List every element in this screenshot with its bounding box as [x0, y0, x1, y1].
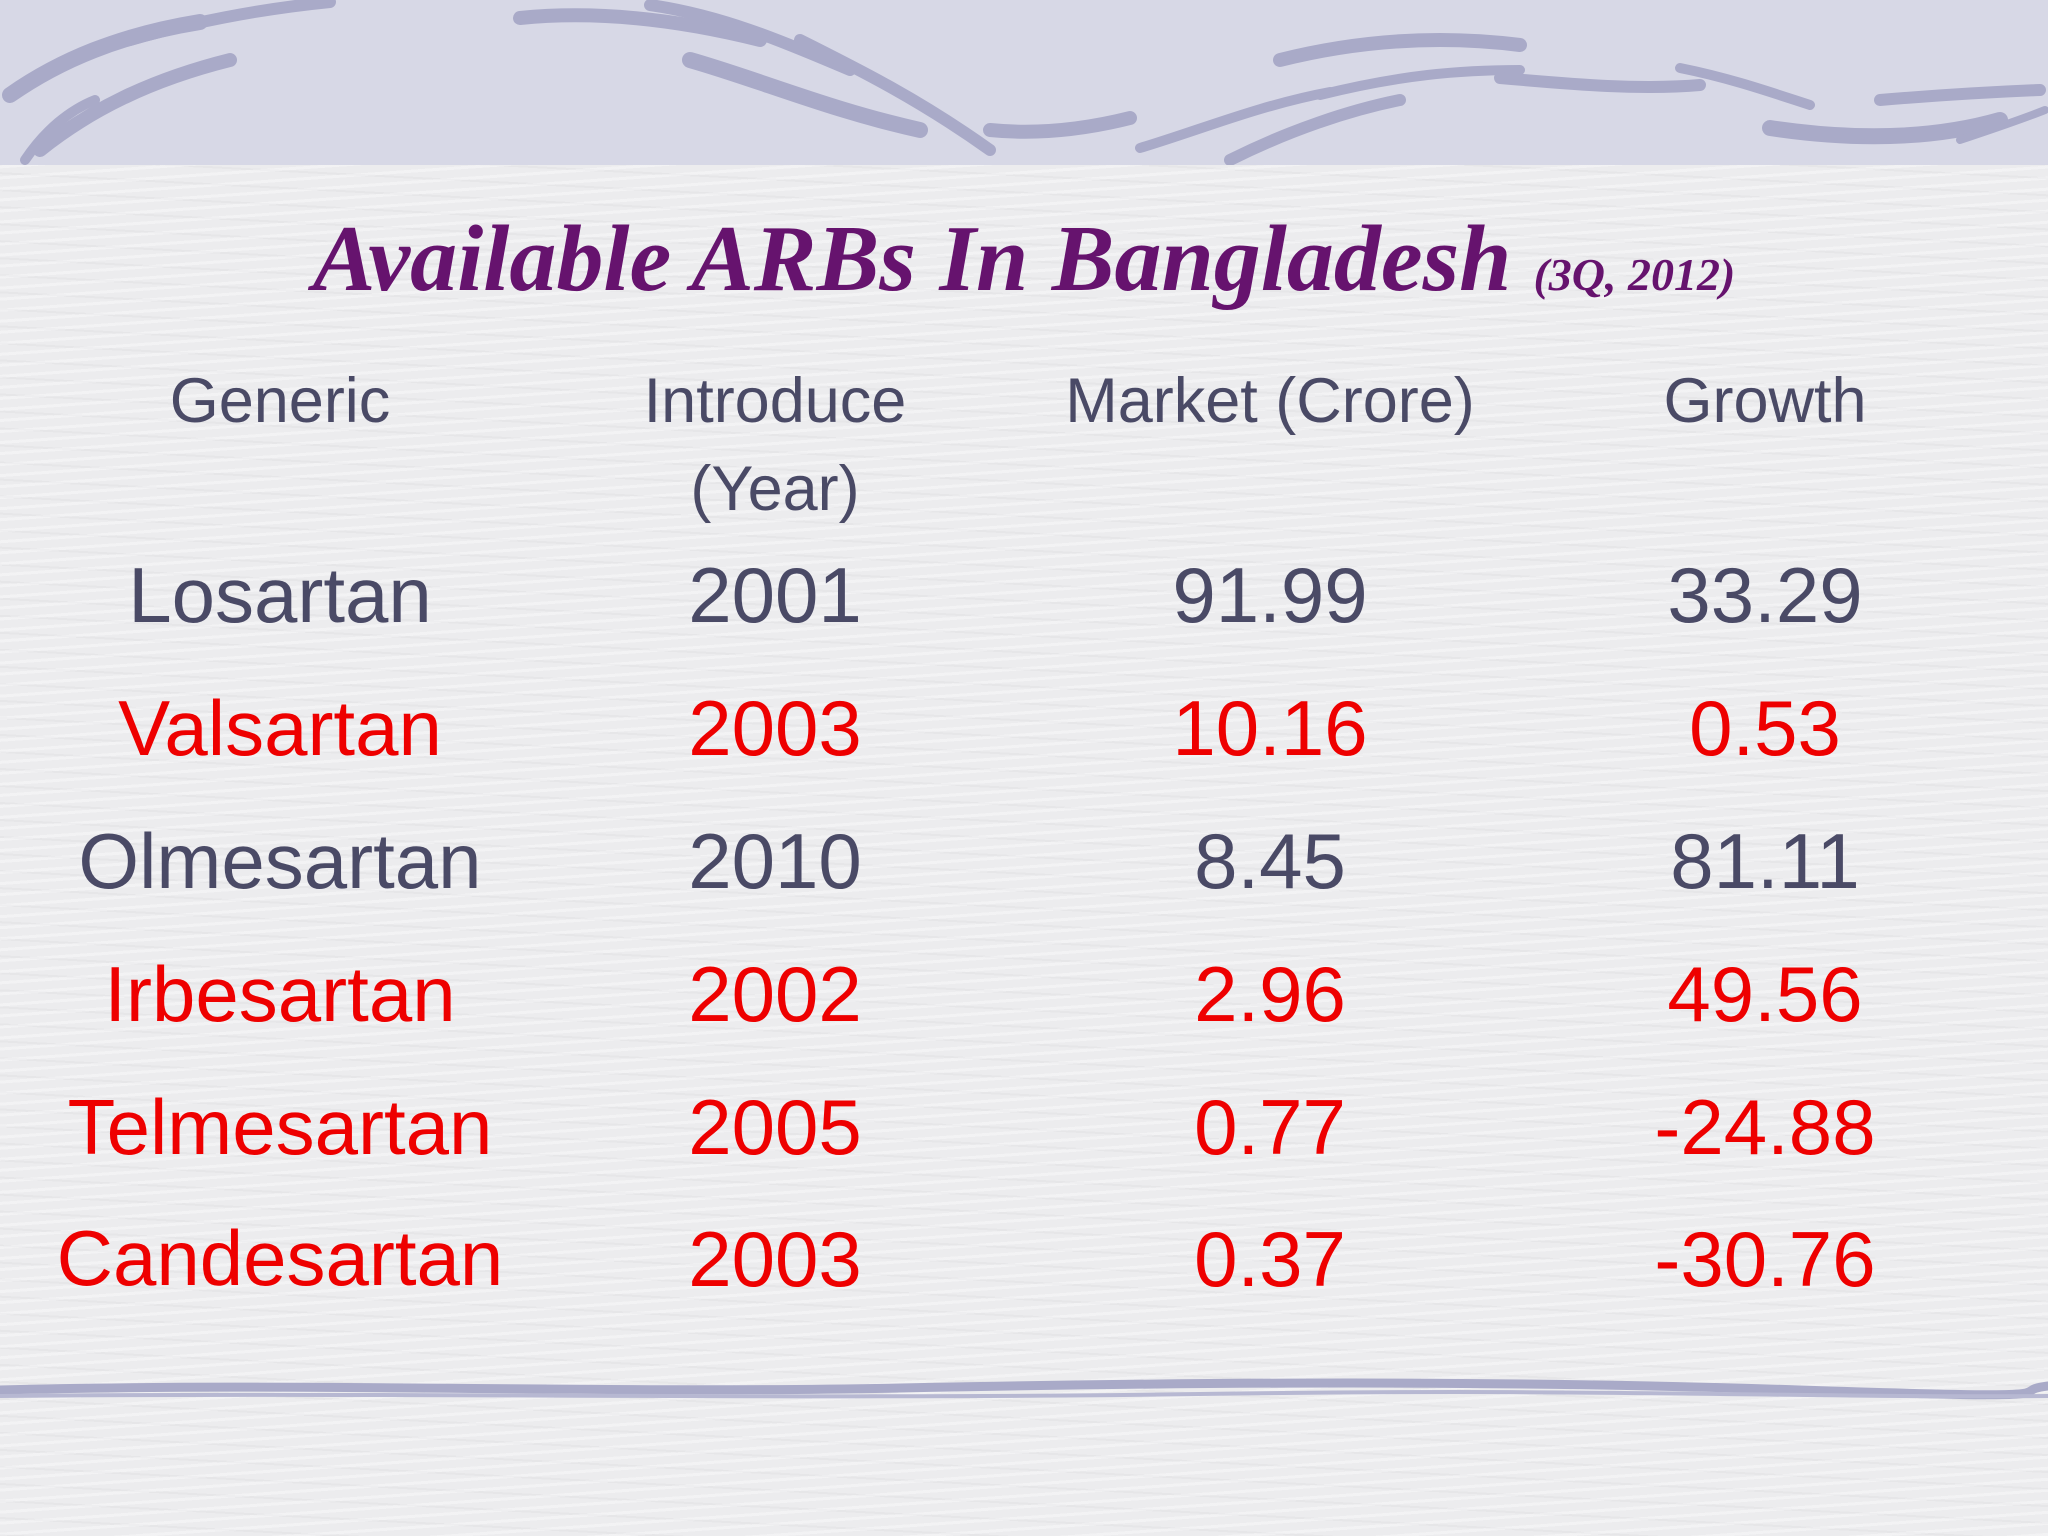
header-growth: Growth — [1663, 366, 1867, 436]
cell-growth-valsartan: 0.53 — [1689, 684, 1841, 772]
header-introduce-year: Introduce (Year) — [643, 366, 907, 524]
cell-year-telmesartan: 2005 — [688, 1083, 862, 1171]
cell-growth-telmesartan: -24.88 — [1654, 1083, 1876, 1171]
cell-market-olmesartan: 8.45 — [1194, 817, 1346, 905]
cell-generic-irbesartan: Irbesartan — [104, 950, 456, 1038]
cell-year-losartan: 2001 — [688, 551, 862, 639]
cell-growth-olmesartan: 81.11 — [1670, 817, 1860, 905]
brush-strokes-graphic — [2, 0, 2048, 165]
cell-market-irbesartan: 2.96 — [1194, 950, 1346, 1038]
cell-generic-candesartan: Candesartan — [56, 1214, 504, 1302]
cell-year-irbesartan: 2002 — [688, 950, 862, 1038]
bottom-brush-rule — [0, 1378, 2048, 1400]
header-generic: Generic — [169, 366, 391, 436]
cell-market-valsartan: 10.16 — [1172, 684, 1368, 772]
cell-growth-irbesartan: 49.56 — [1667, 950, 1863, 1038]
cell-generic-losartan: Losartan — [128, 551, 432, 639]
cell-year-olmesartan: 2010 — [688, 817, 862, 905]
title-main: Available ARBs In Bangladesh — [312, 207, 1512, 311]
cell-generic-valsartan: Valsartan — [118, 684, 442, 772]
cell-year-candesartan: 2003 — [688, 1215, 862, 1303]
header-market: Market (Crore) — [1065, 366, 1475, 436]
slide-title: Available ARBs In Bangladesh (3Q, 2012) — [0, 205, 2048, 313]
cell-growth-losartan: 33.29 — [1667, 551, 1863, 639]
cell-year-valsartan: 2003 — [688, 684, 862, 772]
cell-market-losartan: 91.99 — [1172, 551, 1368, 639]
cell-generic-telmesartan: Telmesartan — [67, 1083, 493, 1171]
cell-generic-olmesartan: Olmesartan — [78, 817, 482, 905]
cell-market-candesartan: 0.37 — [1194, 1215, 1346, 1303]
cell-market-telmesartan: 0.77 — [1194, 1083, 1346, 1171]
decorative-brush-band — [0, 0, 2048, 165]
title-period: (3Q, 2012) — [1533, 249, 1736, 300]
cell-growth-candesartan: -30.76 — [1654, 1215, 1876, 1303]
